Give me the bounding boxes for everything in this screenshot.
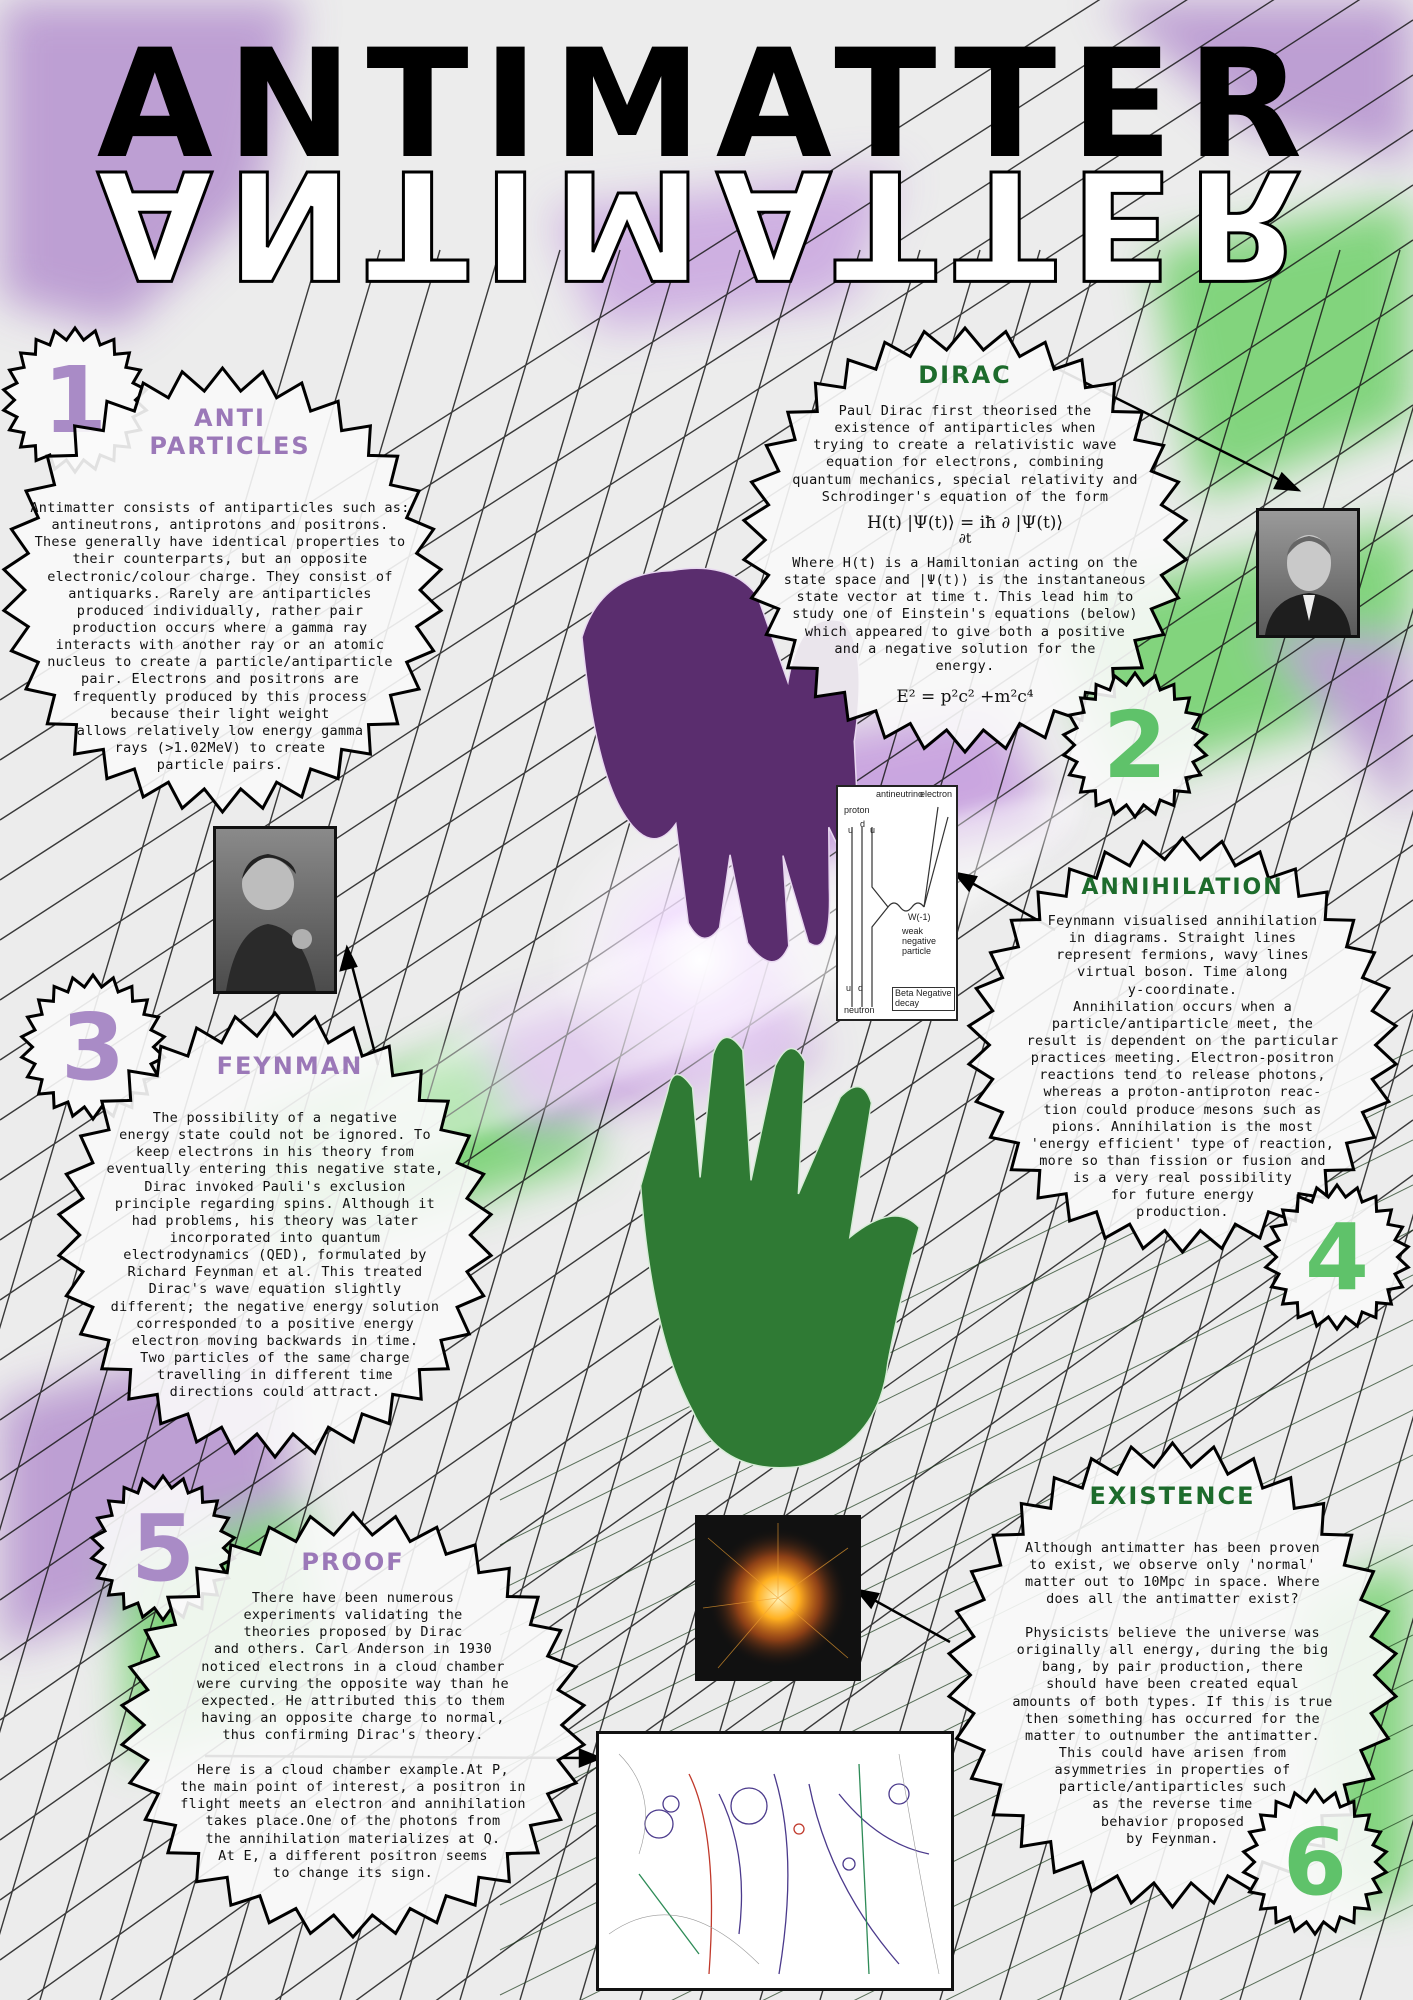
dirac-body-1: Paul Dirac first theorised the existence… xyxy=(792,403,1138,505)
dirac-equation-1-denominator: ∂t xyxy=(958,531,972,547)
number-badge-2: 2 xyxy=(1060,670,1210,820)
dirac-panel: DIRAC Paul Dirac first theorised the exi… xyxy=(740,325,1190,755)
annihilation-heading: ANNIHILATION xyxy=(1081,875,1284,900)
cloud-chamber-image xyxy=(596,1731,954,1991)
antiparticles-panel: ANTI PARTICLES Antimatter consists of an… xyxy=(0,365,445,815)
existence-heading: EXISTENCE xyxy=(1089,1482,1256,1510)
dirac-heading: DIRAC xyxy=(918,361,1012,389)
proof-panel: PROOF There have been numerous experimen… xyxy=(118,1510,588,1940)
annihilation-burst-image xyxy=(695,1515,861,1681)
green-hand xyxy=(639,1036,921,1469)
dirac-equation-1: H(t) |Ψ(t)⟩ = iħ ∂ |Ψ(t)⟩ xyxy=(866,513,1064,533)
proof-body-1: There have been numerous experiments val… xyxy=(197,1590,509,1744)
dirac-equation-2: E² = p²c² +m²c⁴ xyxy=(896,687,1034,707)
number-badge-4: 4 xyxy=(1262,1182,1412,1332)
feynman-heading: FEYNMAN xyxy=(216,1052,364,1080)
antiparticles-body: Antimatter consists of antiparticles suc… xyxy=(30,500,410,774)
proof-body-2: Here is a cloud chamber example.At P, th… xyxy=(180,1762,526,1881)
proof-heading: PROOF xyxy=(301,1548,405,1576)
dirac-photo xyxy=(1256,508,1360,638)
antiparticles-heading: ANTI PARTICLES xyxy=(149,404,311,460)
number-badge-6: 6 xyxy=(1240,1787,1390,1937)
feynman-photo xyxy=(213,826,337,994)
existence-panel: EXISTENCE Although antimatter has been p… xyxy=(945,1440,1400,1910)
feynman-diagram: antineutrino electron proton u d u W(-1)… xyxy=(836,785,958,1021)
existence-body-2: Physicists believe the universe was orig… xyxy=(1012,1625,1333,1847)
feynman-panel: FEYNMAN The possibility of a negative en… xyxy=(55,1010,495,1460)
dirac-body-2: Where H(t) is a Hamiltonian acting on th… xyxy=(783,555,1147,674)
feynman-body: The possibility of a negative energy sta… xyxy=(106,1110,444,1401)
page-title-reflection: ANTIMATTER xyxy=(95,135,1318,312)
page-title: ANTIMATTER xyxy=(96,18,1317,192)
annihilation-body: Feynmann visualised annihilation in diag… xyxy=(1026,913,1339,1221)
existence-body-1: Although antimatter has been proven to e… xyxy=(1025,1540,1320,1608)
annihilation-panel: ANNIHILATION Feynmann visualised annihil… xyxy=(965,835,1400,1255)
